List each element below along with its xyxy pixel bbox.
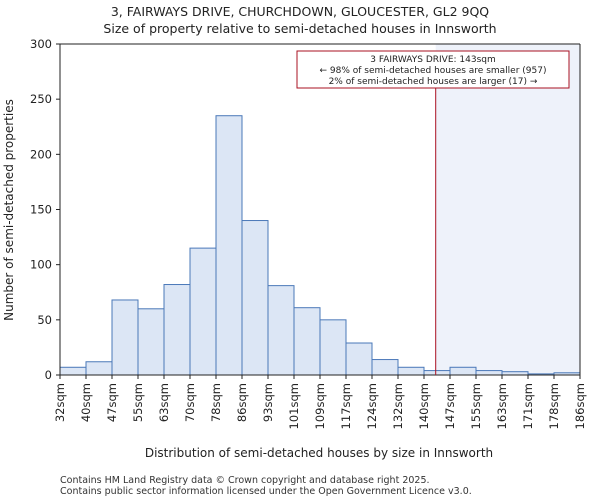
bar-55sqm bbox=[137, 308, 165, 376]
plot-area: 0 50 100 150 200 250 300 32sqm 40sqm 47sqm 55sqm 63… bbox=[30, 37, 587, 429]
bar-117sqm bbox=[345, 342, 373, 376]
x-tick-label: 186sqm bbox=[573, 383, 587, 429]
y-tick-label: 250 bbox=[30, 92, 52, 106]
x-tick-label: 155sqm bbox=[469, 383, 483, 429]
x-tick-label: 140sqm bbox=[417, 383, 431, 429]
bar-86sqm bbox=[241, 220, 269, 376]
x-tick-label: 132sqm bbox=[391, 383, 405, 429]
y-tick-label: 0 bbox=[45, 368, 52, 382]
footer-line2: Contains public sector information licen… bbox=[60, 486, 472, 497]
bar-78sqm bbox=[215, 115, 243, 376]
bar-63sqm bbox=[163, 284, 191, 376]
x-tick-label: 163sqm bbox=[495, 383, 509, 429]
x-tick-label: 86sqm bbox=[235, 383, 249, 422]
x-tick-label: 32sqm bbox=[53, 383, 67, 422]
x-tick-label: 178sqm bbox=[547, 383, 561, 429]
bar-147sqm bbox=[449, 366, 477, 376]
bar-101sqm bbox=[293, 307, 321, 376]
y-axis-label: Number of semi-detached properties bbox=[2, 99, 16, 321]
x-tick-label: 117sqm bbox=[339, 383, 353, 429]
bar-32sqm bbox=[59, 366, 87, 376]
annotation-line1: 3 FAIRWAYS DRIVE: 143sqm bbox=[370, 55, 496, 65]
x-tick-label: 171sqm bbox=[521, 383, 535, 429]
x-tick-label: 78sqm bbox=[209, 383, 223, 422]
x-tick-label: 70sqm bbox=[183, 383, 197, 422]
y-tick-label: 50 bbox=[37, 313, 52, 327]
x-tick-label: 101sqm bbox=[287, 383, 301, 429]
chart-title-line2: Size of property relative to semi-detach… bbox=[103, 21, 496, 36]
x-tick-label: 40sqm bbox=[79, 383, 93, 422]
x-tick-label: 63sqm bbox=[157, 383, 171, 422]
bar-124sqm bbox=[371, 359, 399, 376]
x-tick-label: 47sqm bbox=[105, 383, 119, 422]
annotation-line2: ← 98% of semi-detached houses are smalle… bbox=[320, 66, 547, 76]
y-tick-label: 300 bbox=[30, 37, 52, 51]
x-tick-label: 147sqm bbox=[443, 383, 457, 429]
bar-140sqm bbox=[423, 370, 451, 376]
bar-109sqm bbox=[319, 319, 347, 376]
bar-93sqm bbox=[267, 285, 295, 376]
footer-line1: Contains HM Land Registry data © Crown c… bbox=[60, 475, 430, 486]
y-tick-label: 150 bbox=[30, 203, 52, 217]
annotation-box bbox=[296, 50, 570, 89]
annotation-line3: 2% of semi-detached houses are larger (1… bbox=[329, 77, 538, 87]
x-axis-label: Distribution of semi-detached houses by … bbox=[145, 446, 493, 460]
x-tick-label: 55sqm bbox=[131, 383, 145, 422]
x-tick-label: 109sqm bbox=[313, 383, 327, 429]
y-tick-label: 100 bbox=[30, 258, 52, 272]
x-tick-label: 124sqm bbox=[365, 383, 379, 429]
x-tick-label: 93sqm bbox=[261, 383, 275, 422]
chart-title-line1: 3, FAIRWAYS DRIVE, CHURCHDOWN, GLOUCESTE… bbox=[111, 4, 489, 19]
bar-40sqm bbox=[85, 361, 113, 376]
highlight-region bbox=[435, 44, 580, 375]
bar-132sqm bbox=[397, 366, 425, 376]
bar-155sqm bbox=[475, 370, 503, 376]
bar-70sqm bbox=[189, 247, 217, 376]
bar-47sqm bbox=[111, 299, 139, 376]
y-tick-label: 200 bbox=[30, 147, 52, 161]
